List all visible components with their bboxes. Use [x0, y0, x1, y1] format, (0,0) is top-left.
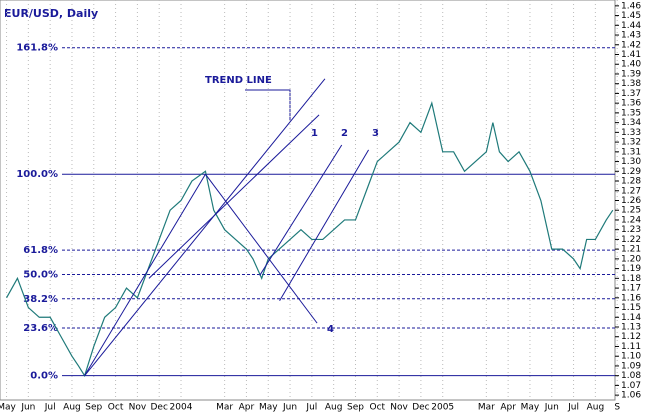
x-tick-label: Aug	[325, 403, 343, 413]
y-tick-label: 1.25	[621, 206, 641, 216]
annotation: 2	[341, 128, 348, 139]
fib-label: 50.0%	[23, 269, 58, 280]
y-tick-label: 1.18	[621, 274, 641, 284]
x-tick-label: May	[0, 403, 17, 413]
y-tick-label: 1.33	[621, 128, 641, 138]
y-tick-label: 1.15	[621, 303, 641, 313]
x-tick-label: Apr	[239, 403, 255, 413]
y-tick-label: 1.17	[621, 284, 641, 294]
y-tick-label: 1.38	[621, 79, 641, 89]
pointer	[245, 89, 291, 120]
x-tick-label: S	[614, 403, 620, 413]
y-tick-label: 1.08	[621, 371, 641, 381]
price-line	[6, 101, 614, 378]
x-tick-label: Nov	[390, 403, 408, 413]
trend-line	[279, 149, 369, 301]
x-tick-label: Jun	[20, 403, 35, 413]
fib-label: 161.8%	[16, 43, 58, 54]
x-tick-label: 2004	[170, 403, 193, 413]
y-tick-label: 1.24	[621, 215, 641, 225]
y-tick-label: 1.41	[621, 50, 641, 60]
x-tick-label: Apr	[500, 403, 516, 413]
y-tick-label: 1.35	[621, 108, 641, 118]
y-tick-label: 1.19	[621, 264, 641, 274]
x-tick-label: Jun	[544, 403, 559, 413]
x-tick-label: Oct	[108, 403, 124, 413]
y-tick-label: 1.26	[621, 196, 641, 206]
y-tick-label: 1.34	[621, 118, 641, 128]
x-tick-label: Aug	[63, 403, 81, 413]
y-tick-label: 1.09	[621, 361, 641, 371]
y-tick-label: 1.31	[621, 147, 641, 157]
y-tick-label: 1.13	[621, 323, 641, 333]
y-tick-label: 1.14	[621, 313, 641, 323]
x-tick-label: Nov	[129, 403, 147, 413]
fib-label: 23.6%	[23, 323, 58, 334]
x-tick-label: Dec	[412, 403, 429, 413]
y-tick-label: 1.27	[621, 186, 641, 196]
x-tick-label: Jul	[44, 403, 56, 413]
trend-line	[205, 173, 318, 324]
trend-line	[84, 78, 326, 376]
x-tick-label: Jul	[305, 403, 317, 413]
y-tick-label: 1.39	[621, 69, 641, 79]
annotation: 3	[372, 128, 379, 139]
y-tick-label: 1.22	[621, 235, 641, 245]
y-tick-label: 1.37	[621, 89, 641, 99]
fib-label: 38.2%	[23, 294, 58, 305]
x-tick-label: 2005	[431, 403, 454, 413]
y-tick-label: 1.21	[621, 245, 641, 255]
y-tick-label: 1.36	[621, 99, 641, 109]
fib-label: 100.0%	[16, 169, 58, 180]
y-tick-label: 1.07	[621, 381, 641, 391]
x-tick-label: Dec	[150, 403, 167, 413]
x-tick-label: Jun	[282, 403, 297, 413]
x-tick-label: Jul	[567, 403, 579, 413]
trend-line	[259, 144, 343, 276]
trend-line	[148, 114, 320, 279]
x-tick-label: Sep	[85, 403, 102, 413]
y-tick-label: 1.23	[621, 225, 641, 235]
y-tick-label: 1.12	[621, 332, 641, 342]
y-tick-label: 1.40	[621, 60, 641, 70]
x-tick-label: May	[521, 403, 540, 413]
y-tick-label: 1.42	[621, 40, 641, 50]
chart-title: EUR/USD, Daily	[4, 7, 98, 20]
y-tick-label: 1.45	[621, 11, 641, 21]
y-tick-label: 1.06	[621, 391, 641, 401]
x-tick-label: May	[259, 403, 278, 413]
y-tick-label: 1.28	[621, 177, 641, 187]
y-tick-label: 1.29	[621, 167, 641, 177]
x-tick-label: Sep	[347, 403, 364, 413]
annotation: 4	[327, 324, 334, 335]
y-tick-label: 1.46	[621, 1, 641, 11]
x-tick-label: Oct	[370, 403, 386, 413]
y-tick-label: 1.11	[621, 342, 641, 352]
y-tick-label: 1.10	[621, 352, 641, 362]
x-tick-label: Aug	[587, 403, 605, 413]
x-tick-label: Mar	[216, 403, 233, 413]
fib-label: 61.8%	[23, 245, 58, 256]
y-tick-label: 1.43	[621, 31, 641, 41]
x-tick-label: Mar	[478, 403, 495, 413]
annotation: TREND LINE	[205, 75, 272, 86]
annotation: 1	[311, 128, 318, 139]
fib-label: 0.0%	[30, 371, 58, 382]
trend-line	[84, 173, 206, 376]
y-tick-label: 1.32	[621, 138, 641, 148]
y-tick-label: 1.16	[621, 293, 641, 303]
y-tick-label: 1.20	[621, 254, 641, 264]
y-tick-label: 1.44	[621, 21, 641, 31]
y-tick-label: 1.30	[621, 157, 641, 167]
